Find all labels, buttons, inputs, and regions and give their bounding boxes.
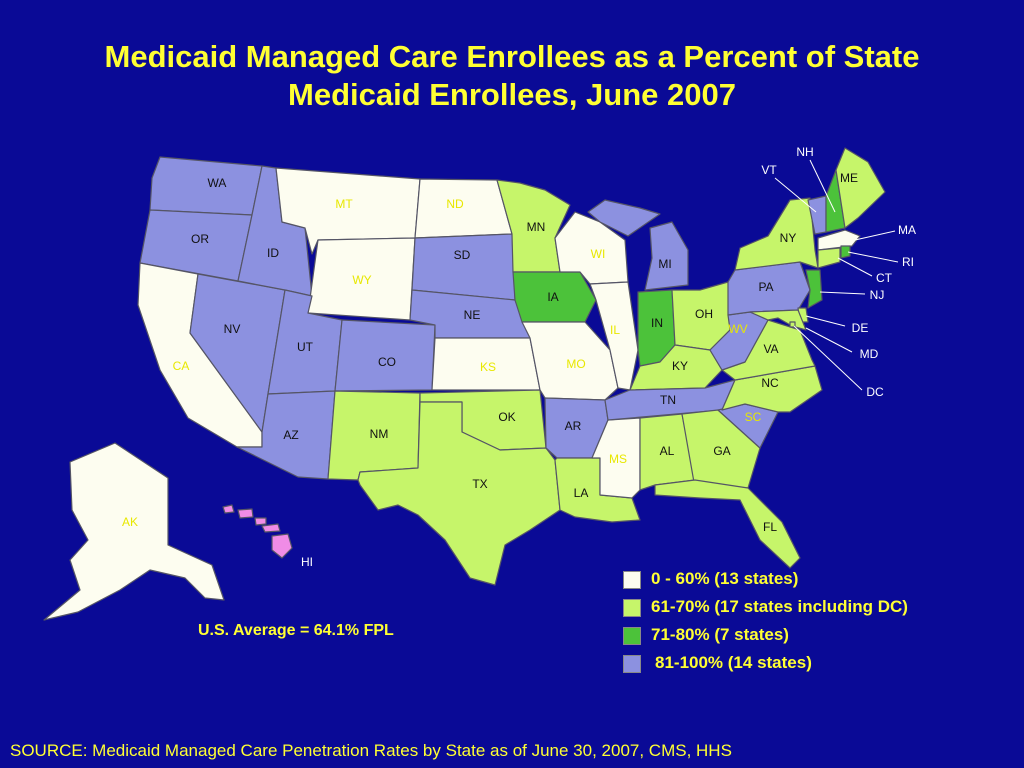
callout-line-ma: [854, 230, 896, 241]
map-title-line-1: Medicaid Managed Care Enrollees as a Per…: [104, 39, 920, 74]
label-IL: IL: [610, 323, 620, 337]
label-WY: WY: [352, 273, 371, 287]
label-MO: MO: [566, 357, 585, 371]
state-CT: [817, 247, 841, 269]
label-WA: WA: [208, 176, 227, 190]
label-VA: VA: [763, 342, 778, 356]
state-MI: [644, 221, 689, 291]
callout-line-dc: [793, 325, 863, 391]
label-CO: CO: [378, 355, 396, 369]
state-TX: [357, 401, 561, 586]
label-IA: IA: [547, 290, 558, 304]
label-VT: VT: [761, 163, 777, 177]
label-RI: RI: [902, 255, 914, 269]
label-LA: LA: [574, 486, 589, 500]
label-KY: KY: [672, 359, 688, 373]
legend-swatch-0-60: [623, 571, 641, 589]
label-TN: TN: [660, 393, 676, 407]
hawaii-island-5: [271, 533, 293, 559]
label-NV: NV: [224, 322, 241, 336]
legend-label-61-70: 61-70% (17 states including DC): [651, 597, 908, 616]
hawaii-island-1: [222, 504, 235, 514]
label-DC: DC: [866, 385, 884, 399]
label-CA: CA: [173, 359, 190, 373]
label-CT: CT: [876, 271, 893, 285]
callout-line-vt: [774, 177, 817, 213]
state-FL: [654, 479, 801, 569]
state-AK: [43, 442, 225, 621]
state-NJ: [805, 269, 823, 309]
label-KS: KS: [480, 360, 496, 374]
label-WV: WV: [728, 322, 747, 336]
state-MA: [817, 229, 861, 251]
callout-line-nh: [809, 159, 836, 213]
label-PA: PA: [758, 280, 773, 294]
state-MI-upper: [587, 199, 661, 237]
label-SD: SD: [454, 248, 471, 262]
state-ME: [835, 147, 886, 229]
source-note: SOURCE: Medicaid Managed Care Penetratio…: [10, 741, 732, 760]
label-AL: AL: [660, 444, 675, 458]
label-ND: ND: [446, 197, 464, 211]
label-AK: AK: [122, 515, 138, 529]
label-MS: MS: [609, 452, 627, 466]
label-FL: FL: [763, 520, 777, 534]
label-NC: NC: [761, 376, 779, 390]
hawaii-island-4: [261, 523, 281, 533]
label-MA: MA: [898, 223, 916, 237]
state-HI: [222, 504, 293, 559]
label-SC: SC: [745, 410, 762, 424]
label-TX: TX: [472, 477, 487, 491]
legend-label-71-80: 71-80% (7 states): [651, 625, 789, 644]
label-MI: MI: [658, 257, 671, 271]
label-NY: NY: [780, 231, 797, 245]
callout-line-md: [805, 327, 853, 353]
label-MT: MT: [335, 197, 353, 211]
label-AZ: AZ: [283, 428, 298, 442]
hawaii-island-2: [237, 508, 254, 519]
legend-swatch-81-100: [623, 655, 641, 673]
state-SD: [411, 233, 516, 301]
us-average-note: U.S. Average = 64.1% FPL: [198, 622, 394, 639]
label-OR: OR: [191, 232, 209, 246]
label-NJ: NJ: [870, 288, 885, 302]
label-NH: NH: [796, 145, 813, 159]
label-UT: UT: [297, 340, 314, 354]
state-IL: [589, 281, 639, 391]
map-title: Medicaid Managed Care Enrollees as a Per…: [0, 38, 1024, 114]
legend-swatch-61-70: [623, 599, 641, 617]
label-MN: MN: [527, 220, 546, 234]
state-RI: [840, 245, 851, 259]
label-ME: ME: [840, 171, 858, 185]
state-WA: [149, 156, 263, 216]
label-OK: OK: [498, 410, 515, 424]
legend-label-0-60: 0 - 60% (13 states): [651, 569, 799, 588]
callout-line-de: [805, 315, 846, 327]
callout-line-nj: [819, 291, 866, 295]
callout-line-ri: [847, 251, 899, 263]
label-AR: AR: [565, 419, 582, 433]
legend-swatch-71-80: [623, 627, 641, 645]
label-WI: WI: [591, 247, 606, 261]
state-labels: WA OR CA NV ID MT WY UT AZ CO NM ND SD N…: [122, 145, 916, 569]
legend-label-81-100: 81-100% (14 states): [655, 653, 812, 672]
label-IN: IN: [651, 316, 663, 330]
callout-line-ct: [837, 257, 873, 277]
hawaii-island-3: [254, 517, 267, 526]
state-GA: [681, 409, 761, 489]
map-title-line-2: Medicaid Enrollees, June 2007: [288, 77, 736, 112]
label-ID: ID: [267, 246, 279, 260]
label-GA: GA: [713, 444, 730, 458]
label-NE: NE: [464, 308, 481, 322]
label-DE: DE: [852, 321, 869, 335]
label-NM: NM: [370, 427, 389, 441]
state-NY: [734, 197, 819, 271]
label-OH: OH: [695, 307, 713, 321]
label-HI: HI: [301, 555, 313, 569]
label-MD: MD: [860, 347, 879, 361]
